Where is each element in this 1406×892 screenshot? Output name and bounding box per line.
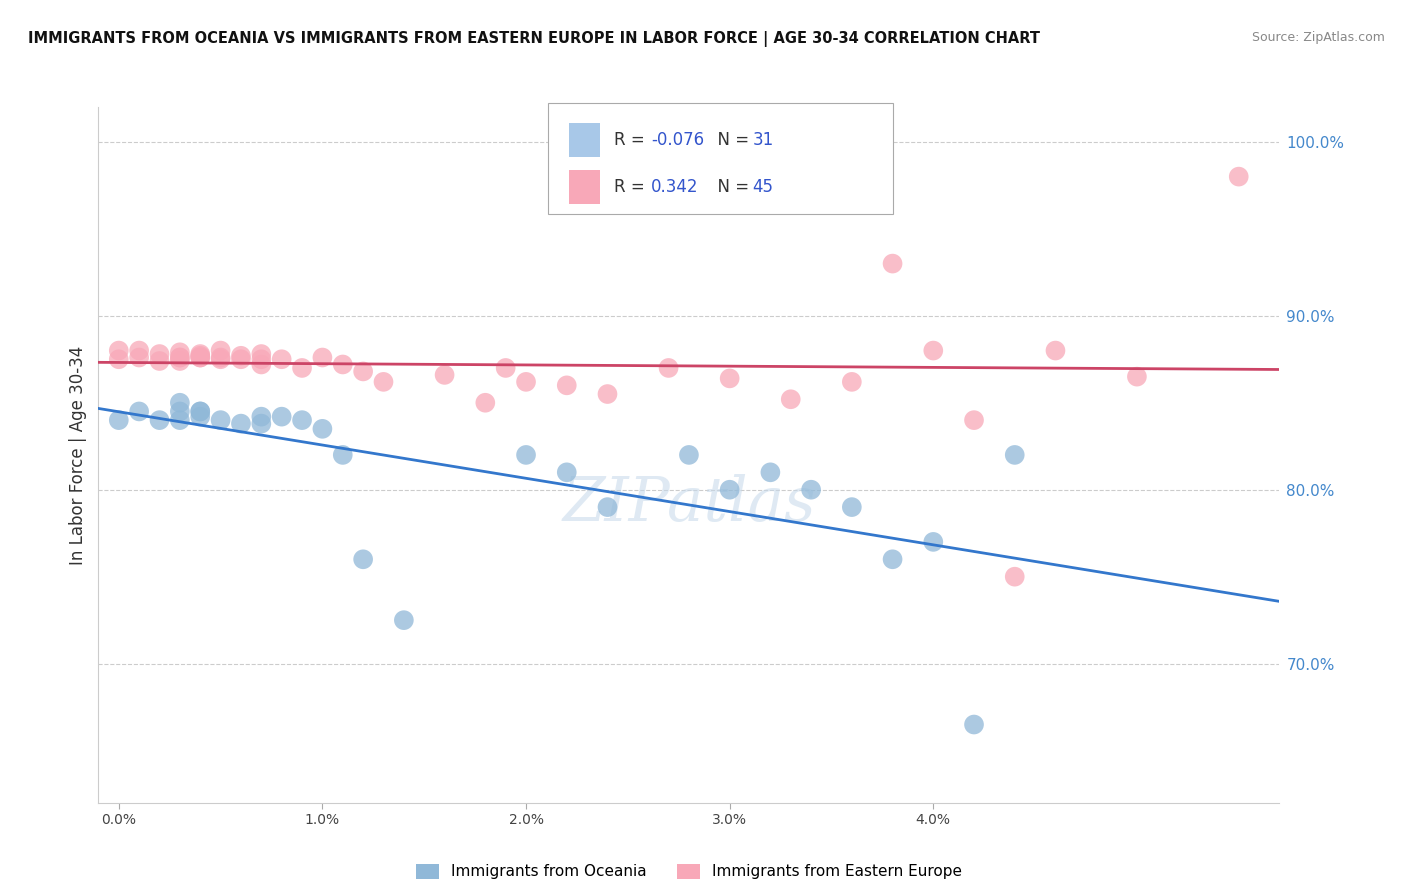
Point — [188, 351, 211, 365]
Point — [718, 483, 741, 497]
Point — [209, 343, 232, 358]
Point — [250, 358, 273, 372]
Point — [596, 387, 619, 401]
Point — [209, 413, 232, 427]
Point — [270, 352, 292, 367]
Point — [555, 378, 578, 392]
Point — [332, 358, 354, 372]
Point — [352, 364, 374, 378]
Point — [433, 368, 456, 382]
Point — [1004, 569, 1026, 583]
Point — [250, 409, 273, 424]
Point — [474, 396, 496, 410]
Point — [229, 417, 252, 431]
Point — [250, 352, 273, 367]
Text: N =: N = — [707, 131, 755, 149]
Point — [188, 349, 211, 363]
Text: 45: 45 — [752, 178, 773, 196]
Point — [1126, 369, 1149, 384]
Point — [209, 351, 232, 365]
Point — [515, 448, 537, 462]
Point — [1227, 169, 1250, 184]
Point — [107, 343, 129, 358]
Point — [148, 347, 170, 361]
Text: 0.342: 0.342 — [651, 178, 699, 196]
Point — [841, 375, 863, 389]
Text: R =: R = — [614, 178, 651, 196]
Point — [311, 351, 333, 365]
Point — [229, 349, 252, 363]
Point — [291, 413, 314, 427]
Point — [882, 552, 904, 566]
Point — [270, 409, 292, 424]
Point — [250, 347, 273, 361]
Point — [352, 552, 374, 566]
Point — [169, 396, 191, 410]
Point — [882, 256, 904, 270]
Point — [188, 404, 211, 418]
Point — [596, 500, 619, 514]
Point — [373, 375, 395, 389]
Point — [209, 352, 232, 367]
Point — [718, 371, 741, 385]
Point — [107, 413, 129, 427]
Point — [188, 409, 211, 424]
Point — [841, 500, 863, 514]
Point — [555, 465, 578, 479]
Point — [250, 417, 273, 431]
Legend: Immigrants from Oceania, Immigrants from Eastern Europe: Immigrants from Oceania, Immigrants from… — [409, 857, 969, 886]
Point — [169, 351, 191, 365]
Text: R =: R = — [614, 131, 651, 149]
Point — [148, 413, 170, 427]
Point — [779, 392, 801, 407]
Point — [392, 613, 415, 627]
Point — [148, 354, 170, 368]
Point — [169, 404, 191, 418]
Point — [128, 351, 150, 365]
Point — [291, 361, 314, 376]
Point — [963, 413, 986, 427]
Point — [128, 343, 150, 358]
Point — [922, 534, 945, 549]
Text: N =: N = — [707, 178, 755, 196]
Point — [107, 352, 129, 367]
Y-axis label: In Labor Force | Age 30-34: In Labor Force | Age 30-34 — [69, 345, 87, 565]
Point — [515, 375, 537, 389]
Point — [1045, 343, 1067, 358]
Point — [229, 352, 252, 367]
Text: 31: 31 — [752, 131, 773, 149]
Point — [963, 717, 986, 731]
Point — [169, 354, 191, 368]
Point — [658, 361, 681, 376]
Text: -0.076: -0.076 — [651, 131, 704, 149]
Point — [332, 448, 354, 462]
Point — [169, 413, 191, 427]
Text: ZIPatlas: ZIPatlas — [562, 474, 815, 533]
Point — [495, 361, 517, 376]
Point — [311, 422, 333, 436]
Point — [188, 347, 211, 361]
Point — [922, 343, 945, 358]
Point — [169, 345, 191, 359]
Point — [800, 483, 823, 497]
Text: Source: ZipAtlas.com: Source: ZipAtlas.com — [1251, 31, 1385, 45]
Point — [678, 448, 700, 462]
Text: IMMIGRANTS FROM OCEANIA VS IMMIGRANTS FROM EASTERN EUROPE IN LABOR FORCE | AGE 3: IMMIGRANTS FROM OCEANIA VS IMMIGRANTS FR… — [28, 31, 1040, 47]
Point — [759, 465, 782, 479]
Point — [169, 351, 191, 365]
Point — [188, 404, 211, 418]
Point — [188, 351, 211, 365]
Point — [1004, 448, 1026, 462]
Point — [128, 404, 150, 418]
